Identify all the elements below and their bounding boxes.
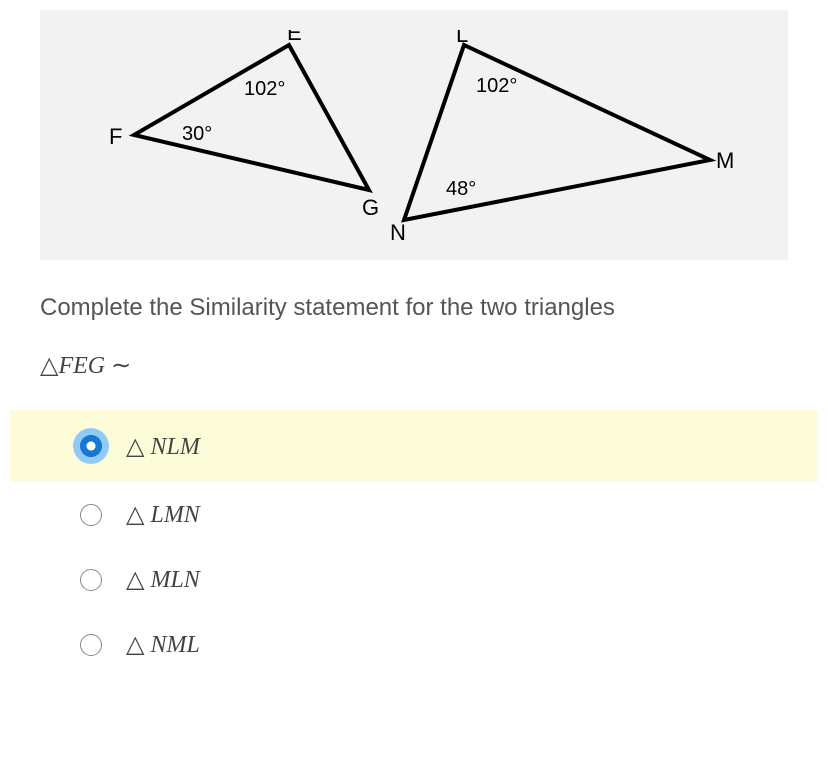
svg-text:102°: 102° [244, 78, 285, 100]
svg-text:M: M [716, 148, 734, 173]
option-triangle-name: MLN [150, 567, 199, 593]
option-nlm[interactable]: △NLM [10, 410, 818, 482]
option-nml[interactable]: △NML [10, 612, 818, 677]
option-mln[interactable]: △MLN [10, 547, 818, 612]
tilde-symbol: ∼ [105, 353, 131, 379]
similarity-stem: △FEG ∼ [40, 351, 788, 380]
question-text: Complete the Similarity statement for th… [40, 290, 788, 326]
triangle-symbol: △ [126, 502, 144, 528]
svg-text:48°: 48° [446, 178, 476, 200]
radio-icon [73, 428, 109, 464]
radio-icon [80, 504, 102, 526]
svg-text:G: G [362, 195, 379, 220]
options-list: △NLM△LMN△MLN△NML [10, 410, 818, 677]
option-triangle-name: LMN [150, 502, 199, 528]
svg-text:L: L [456, 30, 468, 47]
triangle-symbol: △ [126, 632, 144, 658]
svg-text:102°: 102° [476, 75, 517, 97]
radio-icon [80, 634, 102, 656]
svg-text:30°: 30° [182, 123, 212, 145]
radio-icon [80, 569, 102, 591]
option-lmn[interactable]: △LMN [10, 482, 818, 547]
triangle-symbol: △ [126, 434, 144, 460]
option-triangle-name: NML [150, 632, 199, 658]
stem-triangle-label: FEG [58, 353, 105, 379]
option-label: △NLM [126, 432, 200, 461]
triangle-symbol: △ [126, 567, 144, 593]
option-label: △NML [126, 630, 200, 659]
svg-text:F: F [109, 124, 122, 149]
svg-text:E: E [287, 30, 302, 45]
triangle-symbol: △ [40, 353, 58, 379]
diagram-panel: F E GN L M 30° 102° 102° 48° [40, 10, 788, 260]
option-label: △LMN [126, 500, 200, 529]
option-triangle-name: NLM [150, 434, 199, 460]
similarity-diagram: F E GN L M 30° 102° 102° 48° [94, 30, 734, 240]
option-label: △MLN [126, 565, 200, 594]
svg-text:N: N [390, 220, 406, 240]
